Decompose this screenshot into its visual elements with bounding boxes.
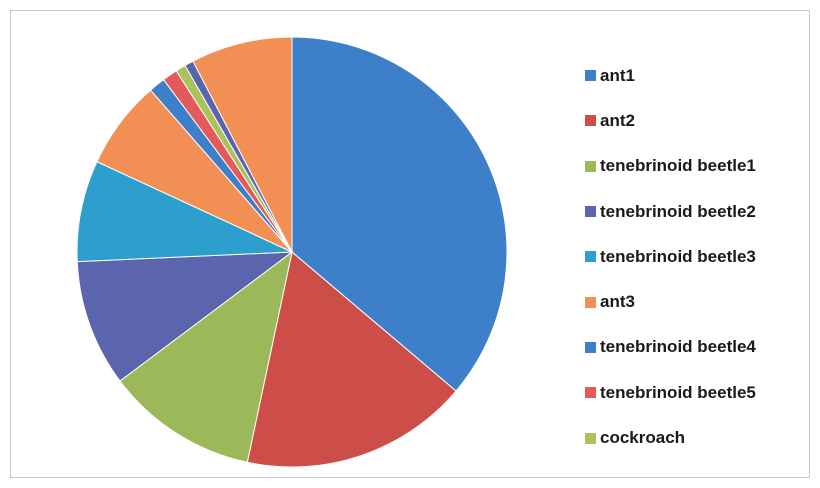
legend-item: ant1 — [585, 53, 810, 98]
legend-swatch — [585, 341, 596, 353]
legend-swatch — [585, 296, 596, 308]
legend-label: tenebrinoid beetle3 — [600, 246, 756, 266]
legend-swatch — [585, 206, 596, 218]
legend-item: cockroach — [585, 415, 810, 460]
legend-label: tenebrinoid beetle1 — [600, 156, 756, 176]
chart-legend: ant1 ant2 tenebrinoid beetle1 tenebrinoid b… — [585, 53, 810, 461]
pie-slice-3 — [119, 250, 293, 463]
legend-swatch — [585, 160, 596, 172]
legend-swatch — [585, 387, 596, 399]
legend-swatch — [585, 251, 596, 263]
legend-label: tenebrinoid beetle2 — [600, 201, 756, 221]
pie-slice-1 — [291, 36, 508, 392]
pie-slice-5 — [76, 160, 293, 263]
pie-slice-2 — [246, 251, 457, 468]
legend-label: cockroach — [600, 428, 686, 448]
legend-item: ant2 — [585, 98, 810, 143]
legend-swatch — [585, 70, 596, 82]
legend-item: tenebrinoid beetle5 — [585, 370, 810, 415]
legend-label: ant1 — [600, 65, 635, 85]
pie-slice-11 — [192, 36, 293, 253]
legend-item: tenebrinoid beetle4 — [585, 325, 810, 370]
legend-item: ant3 — [585, 279, 810, 324]
legend-item: tenebrinoid beetle3 — [585, 234, 810, 279]
pie-slice-4 — [76, 251, 294, 382]
legend-label: ant3 — [600, 292, 635, 312]
legend-swatch — [585, 115, 596, 127]
legend-label: ant2 — [600, 110, 635, 130]
legend-item: tenebrinoid beetle1 — [585, 144, 810, 189]
legend-swatch — [585, 432, 596, 444]
legend-item: tenebrinoid beetle2 — [585, 189, 810, 234]
legend-label: tenebrinoid beetle5 — [600, 382, 756, 402]
legend-label: tenebrinoid beetle4 — [600, 337, 756, 357]
